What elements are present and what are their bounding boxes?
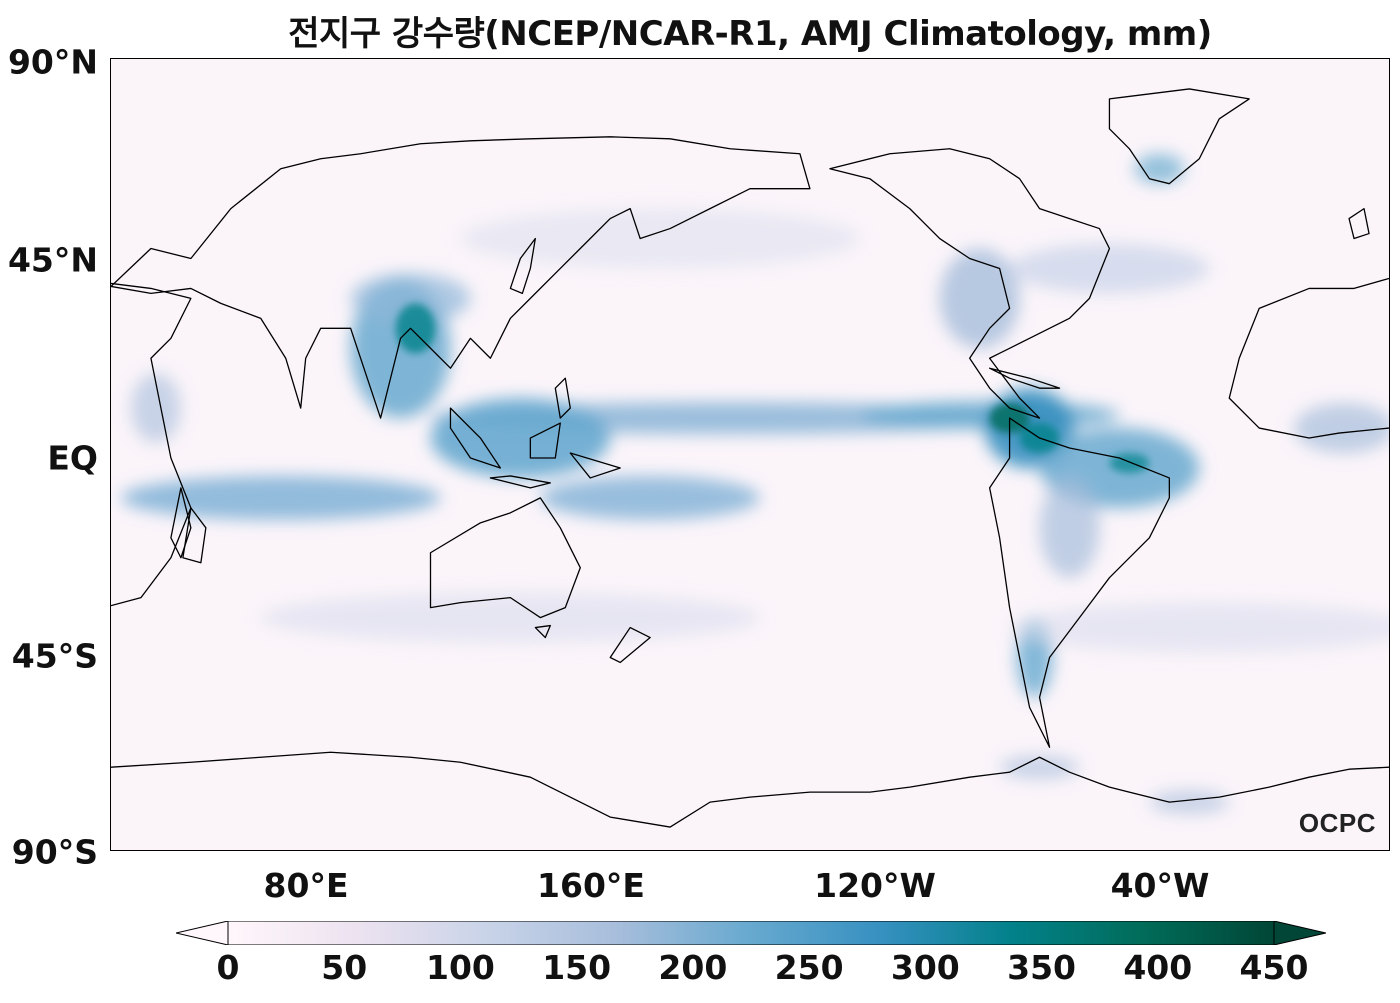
- precipitation-map: [110, 58, 1390, 851]
- ocpc-logo: OCPC: [1298, 808, 1376, 838]
- lat-label-90s: 90°S: [11, 832, 98, 872]
- lat-label-45n: 45°N: [7, 240, 98, 280]
- lon-label-120w: 120°W: [814, 866, 936, 905]
- map-canvas: [111, 88, 1389, 828]
- colorbar-tick-label: 100: [425, 948, 495, 987]
- lat-label-90n: 90°N: [7, 42, 98, 82]
- coastlines: [111, 88, 1389, 828]
- colorbar-tick-label: 400: [1123, 948, 1193, 987]
- colorbar-tick-label: 250: [774, 948, 844, 987]
- map-title: 전지구 강수량(NCEP/NCAR-R1, AMJ Climatology, m…: [288, 14, 1212, 54]
- colorbar-tick-label: 50: [321, 948, 368, 987]
- colorbar-svg: [175, 920, 1327, 946]
- lon-label-80e: 80°E: [263, 866, 349, 905]
- colorbar-tick-label: 150: [542, 948, 612, 987]
- lat-label-eq: EQ: [47, 438, 98, 478]
- lat-label-45s: 45°S: [11, 636, 98, 676]
- colorbar-tick-label: 300: [890, 948, 960, 987]
- lon-label-40w: 40°W: [1110, 866, 1210, 905]
- colorbar-tick-label: 0: [216, 948, 240, 987]
- precipitation-field: [120, 153, 1389, 815]
- colorbar-gradient: [227, 920, 1275, 946]
- lon-label-160e: 160°E: [537, 866, 645, 905]
- colorbar: [175, 920, 1327, 946]
- colorbar-max-arrow: [1273, 920, 1327, 946]
- colorbar-tick-label: 200: [658, 948, 728, 987]
- colorbar-min-arrow: [175, 920, 229, 946]
- colorbar-tick-label: 450: [1239, 948, 1309, 987]
- colorbar-tick-label: 350: [1007, 948, 1076, 987]
